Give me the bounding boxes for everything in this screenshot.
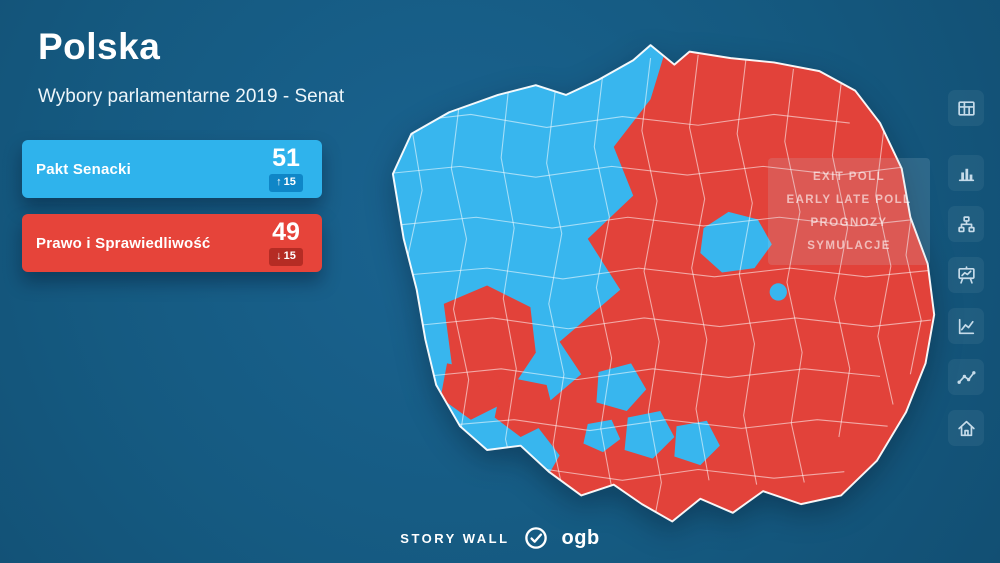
org-chart-button[interactable]: [948, 206, 984, 242]
table-grid-icon: [957, 100, 975, 116]
country-outline: [391, 44, 936, 523]
bar-chart-button[interactable]: [948, 155, 984, 191]
page-subtitle: Wybory parlamentarne 2019 - Senat: [38, 86, 345, 107]
header: Polska Wybory parlamentarne 2019 - Senat: [38, 26, 344, 108]
party-name: Prawo i Sprawiedliwość: [36, 234, 211, 252]
result-card-pakt-senacki[interactable]: Pakt Senacki 51 ↑ 15: [22, 140, 322, 198]
result-card-pis[interactable]: Prawo i Sprawiedliwość 49 ↓ 15: [22, 214, 322, 272]
seat-count: 51: [272, 144, 300, 173]
party-score: 51 ↑ 15: [262, 144, 310, 192]
change-value: 15: [283, 250, 296, 263]
storywall-logo-icon: [523, 525, 549, 551]
page-title: Polska: [38, 26, 161, 67]
down-arrow-icon: ↓: [276, 250, 282, 263]
storywall-brand: STORY WALL: [400, 530, 510, 546]
menu-item-prognozy[interactable]: PROGNOZY: [810, 217, 888, 229]
org-chart-icon: [957, 215, 975, 232]
context-menu: EXIT POLL EARLY LATE POLL PROGNOZY SYMUL…: [768, 158, 930, 265]
seat-change-badge: ↓ 15: [269, 248, 303, 266]
line-chart-icon: [958, 318, 974, 334]
change-value: 15: [283, 176, 296, 189]
menu-item-early-late-poll[interactable]: EARLY LATE POLL: [786, 194, 912, 206]
scatter-line-icon: [956, 370, 976, 384]
toolbar: [948, 90, 984, 446]
presentation-chart-icon: [957, 265, 975, 284]
up-arrow-icon: ↑: [276, 176, 282, 189]
table-view-button[interactable]: [948, 90, 984, 126]
scatter-line-button[interactable]: [948, 359, 984, 395]
footer: STORY WALL ogb: [0, 525, 1000, 551]
line-chart-button[interactable]: [948, 308, 984, 344]
presentation-button[interactable]: [948, 257, 984, 293]
poland-map[interactable]: [368, 12, 958, 547]
menu-item-exit-poll[interactable]: EXIT POLL: [812, 171, 886, 183]
home-icon: [957, 420, 975, 436]
seat-count: 49: [272, 218, 300, 247]
ogb-logo: ogb: [561, 526, 600, 549]
menu-item-symulacje[interactable]: SYMULACJE: [807, 240, 891, 252]
home-button[interactable]: [948, 410, 984, 446]
party-name: Pakt Senacki: [36, 160, 131, 178]
seat-change-badge: ↑ 15: [269, 174, 303, 192]
bar-chart-icon: [958, 168, 974, 181]
party-score: 49 ↓ 15: [262, 218, 310, 266]
